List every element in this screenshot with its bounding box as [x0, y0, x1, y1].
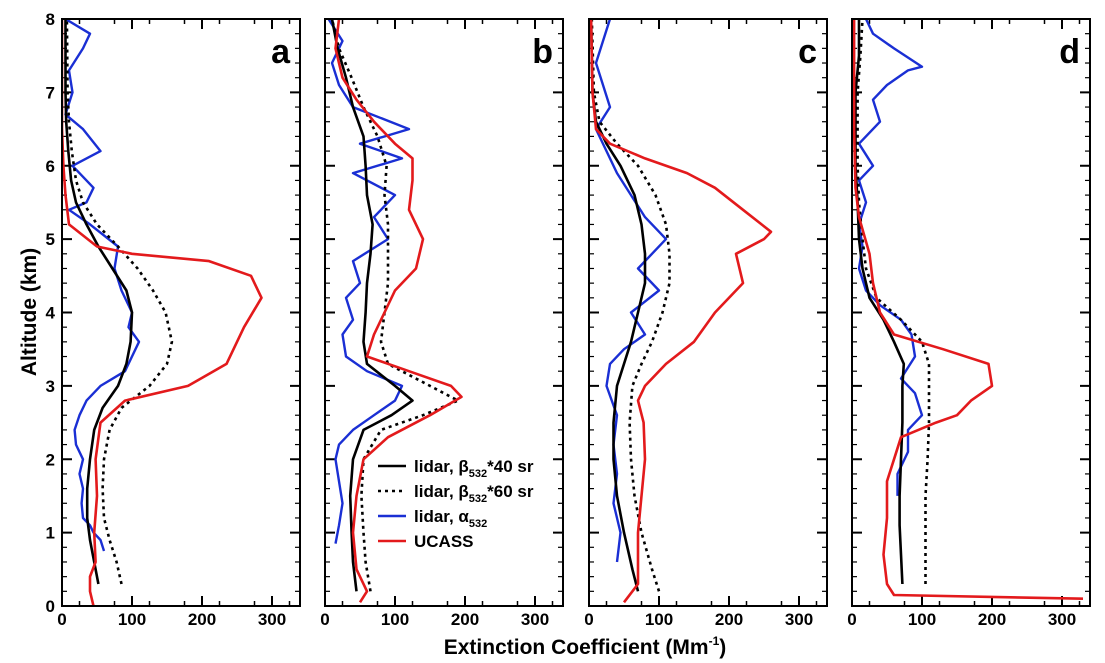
panel-d: 0 100 200 300 d [847, 18, 1091, 629]
y-axis-label: Altitude (km) [18, 248, 41, 376]
y-tick-label: 2 [46, 450, 55, 469]
x-tick-label: 200 [451, 610, 479, 629]
panel-label: d [1059, 33, 1080, 71]
series-solid-line [589, 19, 647, 592]
y-tick-label: 3 [46, 377, 55, 396]
series-ucass-line [62, 19, 263, 606]
x-tick-label: 300 [521, 610, 549, 629]
series-alpha-line [327, 19, 411, 544]
series-dotted-line [590, 19, 671, 592]
x-tick-label: 100 [118, 610, 146, 629]
panel-label: b [532, 33, 553, 71]
x-tick-label: 0 [57, 610, 66, 629]
series-ucass-line [589, 19, 773, 604]
y-tick-label: 1 [46, 524, 55, 543]
series-solid-line [330, 19, 414, 592]
series-alpha-line [594, 19, 668, 563]
x-tick-label: 0 [847, 610, 856, 629]
series-alpha-line [64, 19, 141, 552]
x-tick-label: 0 [584, 610, 593, 629]
series-solid-line [64, 19, 134, 585]
legend-entry-solid: lidar, β532*40 sr [414, 457, 534, 480]
x-tick-label: 300 [785, 610, 813, 629]
legend-entry-dotted: lidar, β532*60 sr [414, 482, 534, 505]
x-axis-label: Extinction Coefficient (Mm-1) [444, 634, 727, 659]
series-dotted-line [856, 19, 931, 584]
panel-a: 0 100 200 300 0 1 2 3 4 5 6 7 8 a [46, 10, 301, 629]
x-tick-label: 100 [381, 610, 409, 629]
panel-c: 0 100 200 300 c [584, 18, 828, 629]
x-tick-label: 100 [908, 610, 936, 629]
panel-label: c [798, 33, 817, 71]
y-tick-label: 0 [46, 597, 55, 616]
panel-b: 0 100 200 300 b [320, 18, 564, 629]
x-tick-label: 200 [188, 610, 216, 629]
x-tick-label: 200 [715, 610, 743, 629]
panel-frame [851, 18, 1091, 607]
y-tick-label: 4 [46, 304, 56, 323]
x-tick-label: 200 [978, 610, 1006, 629]
panel-frame [61, 18, 301, 607]
x-tick-label: 300 [258, 610, 286, 629]
y-tick-label: 6 [46, 157, 55, 176]
series-alpha-line [857, 19, 924, 496]
x-tick-label: 300 [1048, 610, 1076, 629]
y-tick-label: 8 [46, 10, 55, 29]
legend-entry-alpha: lidar, α532 [414, 507, 487, 530]
panel-frame [588, 18, 828, 607]
panel-frame [324, 18, 564, 607]
x-tick-label: 100 [645, 610, 673, 629]
panel-label: a [271, 33, 291, 71]
series-ucass-line [852, 19, 1084, 600]
y-tick-label: 7 [46, 83, 55, 102]
series-ucass-line [334, 19, 463, 603]
panels-layer: 0 100 200 300 0 1 2 3 4 5 6 7 8 a 0 100 200 300 b 0 100 200 30… [46, 10, 1091, 629]
y-tick-label: 5 [46, 230, 55, 249]
x-tick-label: 0 [320, 610, 329, 629]
series-dotted-line [330, 19, 460, 592]
legend-entry-ucass: UCASS [414, 532, 474, 551]
